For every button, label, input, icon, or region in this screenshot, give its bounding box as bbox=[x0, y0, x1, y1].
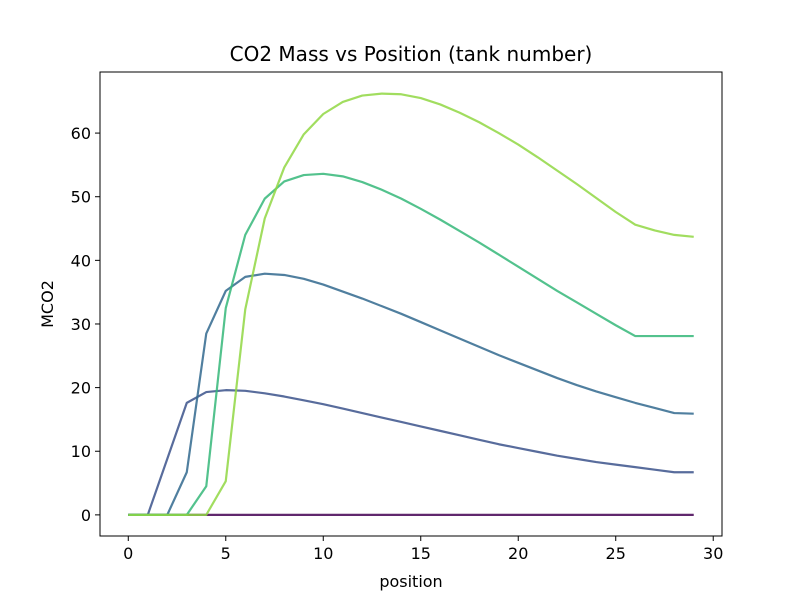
y-axis-ticks: 0 10 20 30 40 50 60 bbox=[71, 124, 100, 525]
x-tick-label: 20 bbox=[508, 544, 528, 563]
x-tick-label: 30 bbox=[703, 544, 723, 563]
y-tick-label: 0 bbox=[81, 506, 91, 525]
series-line-series-5 bbox=[128, 92, 694, 516]
x-axis-label: position bbox=[379, 572, 442, 591]
plot-area-frame bbox=[99, 71, 723, 537]
y-tick-label: 30 bbox=[71, 315, 91, 334]
chart-title: CO2 Mass vs Position (tank number) bbox=[230, 42, 593, 66]
y-axis-label: MCO2 bbox=[38, 280, 57, 328]
x-tick-label: 10 bbox=[313, 544, 333, 563]
y-tick-label: 20 bbox=[71, 379, 91, 398]
x-axis-ticks: 0 5 10 15 20 25 30 bbox=[123, 536, 723, 563]
x-tick-label: 25 bbox=[606, 544, 626, 563]
y-tick-label: 40 bbox=[71, 251, 91, 270]
y-tick-label: 10 bbox=[71, 442, 91, 461]
series-line-series-2 bbox=[128, 389, 694, 516]
y-tick-label: 50 bbox=[71, 188, 91, 207]
series-line-series-4 bbox=[128, 172, 694, 516]
y-tick-label: 60 bbox=[71, 124, 91, 143]
plot-lines bbox=[128, 92, 694, 516]
series-line-series-3 bbox=[128, 272, 694, 516]
x-tick-label: 5 bbox=[221, 544, 231, 563]
x-tick-label: 15 bbox=[411, 544, 431, 563]
x-tick-label: 0 bbox=[123, 544, 133, 563]
